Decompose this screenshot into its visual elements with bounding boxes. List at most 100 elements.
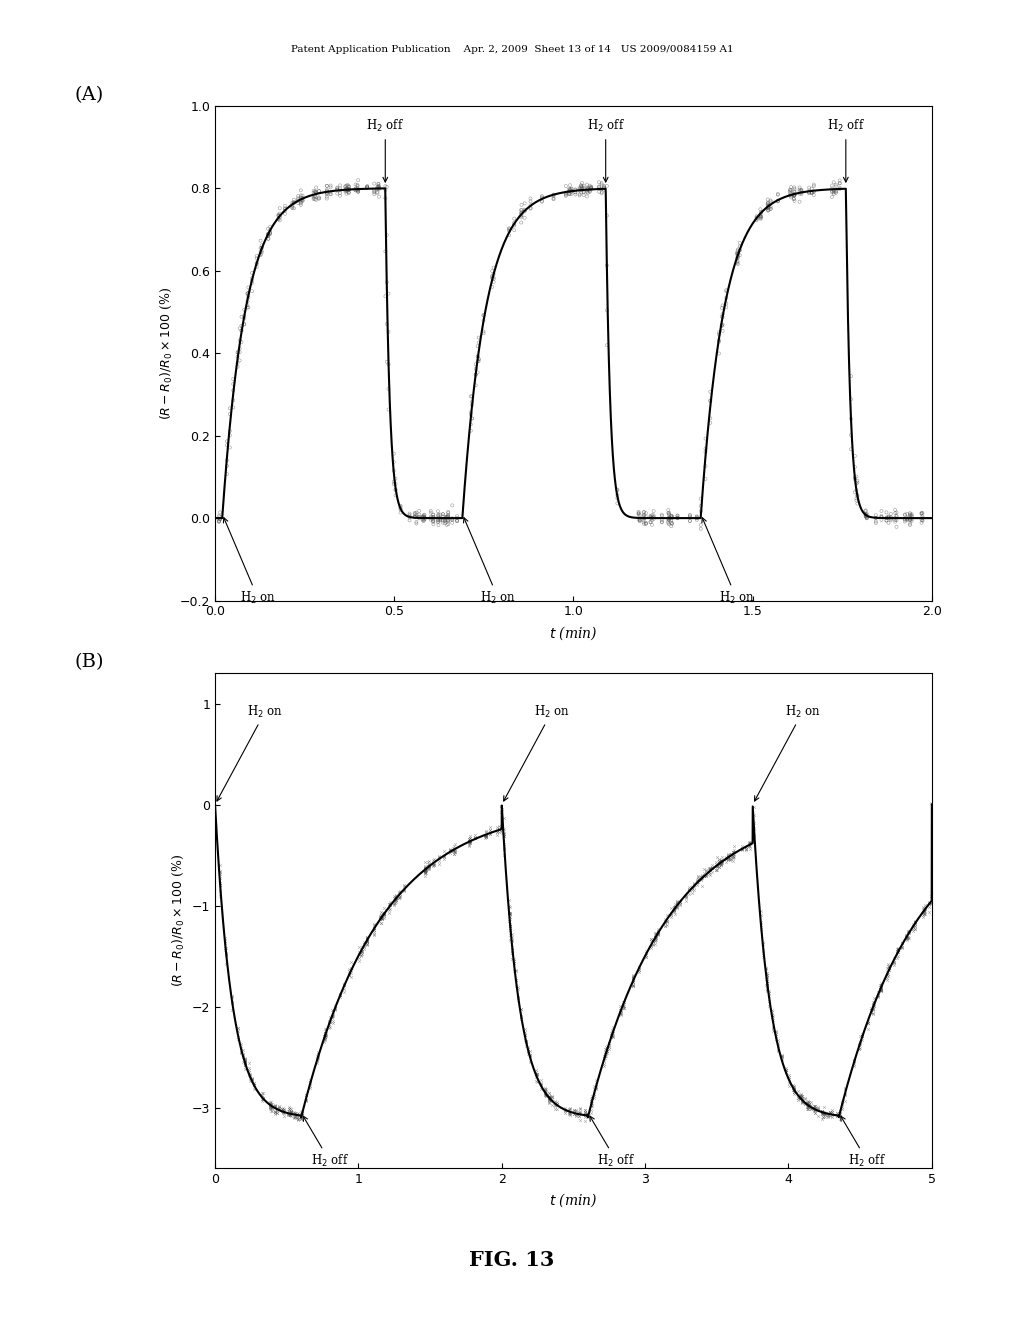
Point xyxy=(519,1036,536,1057)
Point xyxy=(467,828,483,849)
Point xyxy=(731,240,748,261)
Point xyxy=(354,941,371,962)
Point xyxy=(407,507,423,528)
Point xyxy=(847,469,863,490)
Point xyxy=(907,911,924,932)
Point xyxy=(801,1094,817,1115)
Point xyxy=(541,1089,557,1110)
Point xyxy=(801,1093,817,1114)
Point xyxy=(430,515,446,536)
Point xyxy=(598,1040,614,1061)
Point xyxy=(821,1101,838,1122)
Point xyxy=(881,960,897,981)
Point xyxy=(519,1043,536,1064)
Point xyxy=(846,1049,862,1071)
Point xyxy=(881,506,897,527)
Point xyxy=(745,825,762,846)
Point xyxy=(242,1064,258,1085)
Point xyxy=(233,1034,250,1055)
Point xyxy=(851,1034,867,1055)
Point xyxy=(907,912,924,933)
Point xyxy=(905,919,922,940)
Point xyxy=(366,920,382,941)
Point xyxy=(815,1101,831,1122)
Point xyxy=(341,958,357,979)
Text: H$_2$ off: H$_2$ off xyxy=(590,1117,636,1170)
Point xyxy=(233,306,250,327)
Point xyxy=(425,511,441,532)
Point xyxy=(763,198,779,219)
Point xyxy=(815,1104,831,1125)
Point xyxy=(644,510,660,531)
Point xyxy=(815,1102,831,1123)
Point xyxy=(417,857,433,878)
Point xyxy=(415,510,431,531)
Point xyxy=(246,1072,262,1093)
Point xyxy=(270,205,287,226)
Point xyxy=(894,937,910,958)
Point xyxy=(869,986,886,1007)
Point xyxy=(229,1016,246,1038)
Point xyxy=(501,224,517,246)
Point xyxy=(411,504,427,525)
Point xyxy=(625,968,641,989)
Point xyxy=(814,1101,830,1122)
Point xyxy=(212,863,228,884)
Point xyxy=(366,180,382,201)
Point xyxy=(417,862,433,883)
Point xyxy=(307,181,324,202)
Point xyxy=(903,506,920,527)
Point xyxy=(905,916,922,937)
Point xyxy=(212,508,228,529)
Point xyxy=(851,1039,867,1060)
Point xyxy=(572,1097,589,1118)
Point xyxy=(470,348,486,370)
Point xyxy=(547,1094,563,1115)
Point xyxy=(820,1102,837,1123)
Point xyxy=(806,174,822,195)
Point xyxy=(889,506,905,527)
Point xyxy=(848,487,864,508)
Point xyxy=(657,909,674,931)
Point xyxy=(534,190,550,211)
Point xyxy=(631,503,647,524)
Point xyxy=(783,180,800,201)
Point xyxy=(280,1104,296,1125)
Point xyxy=(270,209,287,230)
Point xyxy=(924,886,940,907)
Point xyxy=(729,251,745,272)
Point xyxy=(260,218,276,239)
Point xyxy=(444,510,461,531)
Point xyxy=(625,974,641,995)
Point xyxy=(786,177,803,198)
Point xyxy=(663,506,679,527)
Point xyxy=(349,176,366,197)
Point xyxy=(325,1005,341,1026)
Point xyxy=(806,176,822,197)
Point xyxy=(873,506,890,527)
Point xyxy=(899,928,915,949)
Point xyxy=(638,946,654,968)
Point xyxy=(591,181,607,202)
Point xyxy=(212,880,228,902)
Point xyxy=(597,1039,613,1060)
Point xyxy=(666,899,682,920)
Point xyxy=(409,511,425,532)
Point xyxy=(285,198,301,219)
Point xyxy=(722,845,738,866)
Point xyxy=(697,428,714,449)
Point xyxy=(863,999,880,1020)
Point xyxy=(341,176,357,197)
Point xyxy=(761,982,777,1003)
Point xyxy=(541,1088,557,1109)
Point xyxy=(731,244,748,265)
Point xyxy=(519,1040,536,1061)
Point xyxy=(827,176,844,197)
Point xyxy=(881,954,897,975)
Point xyxy=(463,385,479,407)
Point xyxy=(790,1090,806,1111)
Point xyxy=(537,1082,553,1104)
Point xyxy=(803,1098,819,1119)
Point xyxy=(914,510,931,531)
Point xyxy=(224,993,241,1014)
